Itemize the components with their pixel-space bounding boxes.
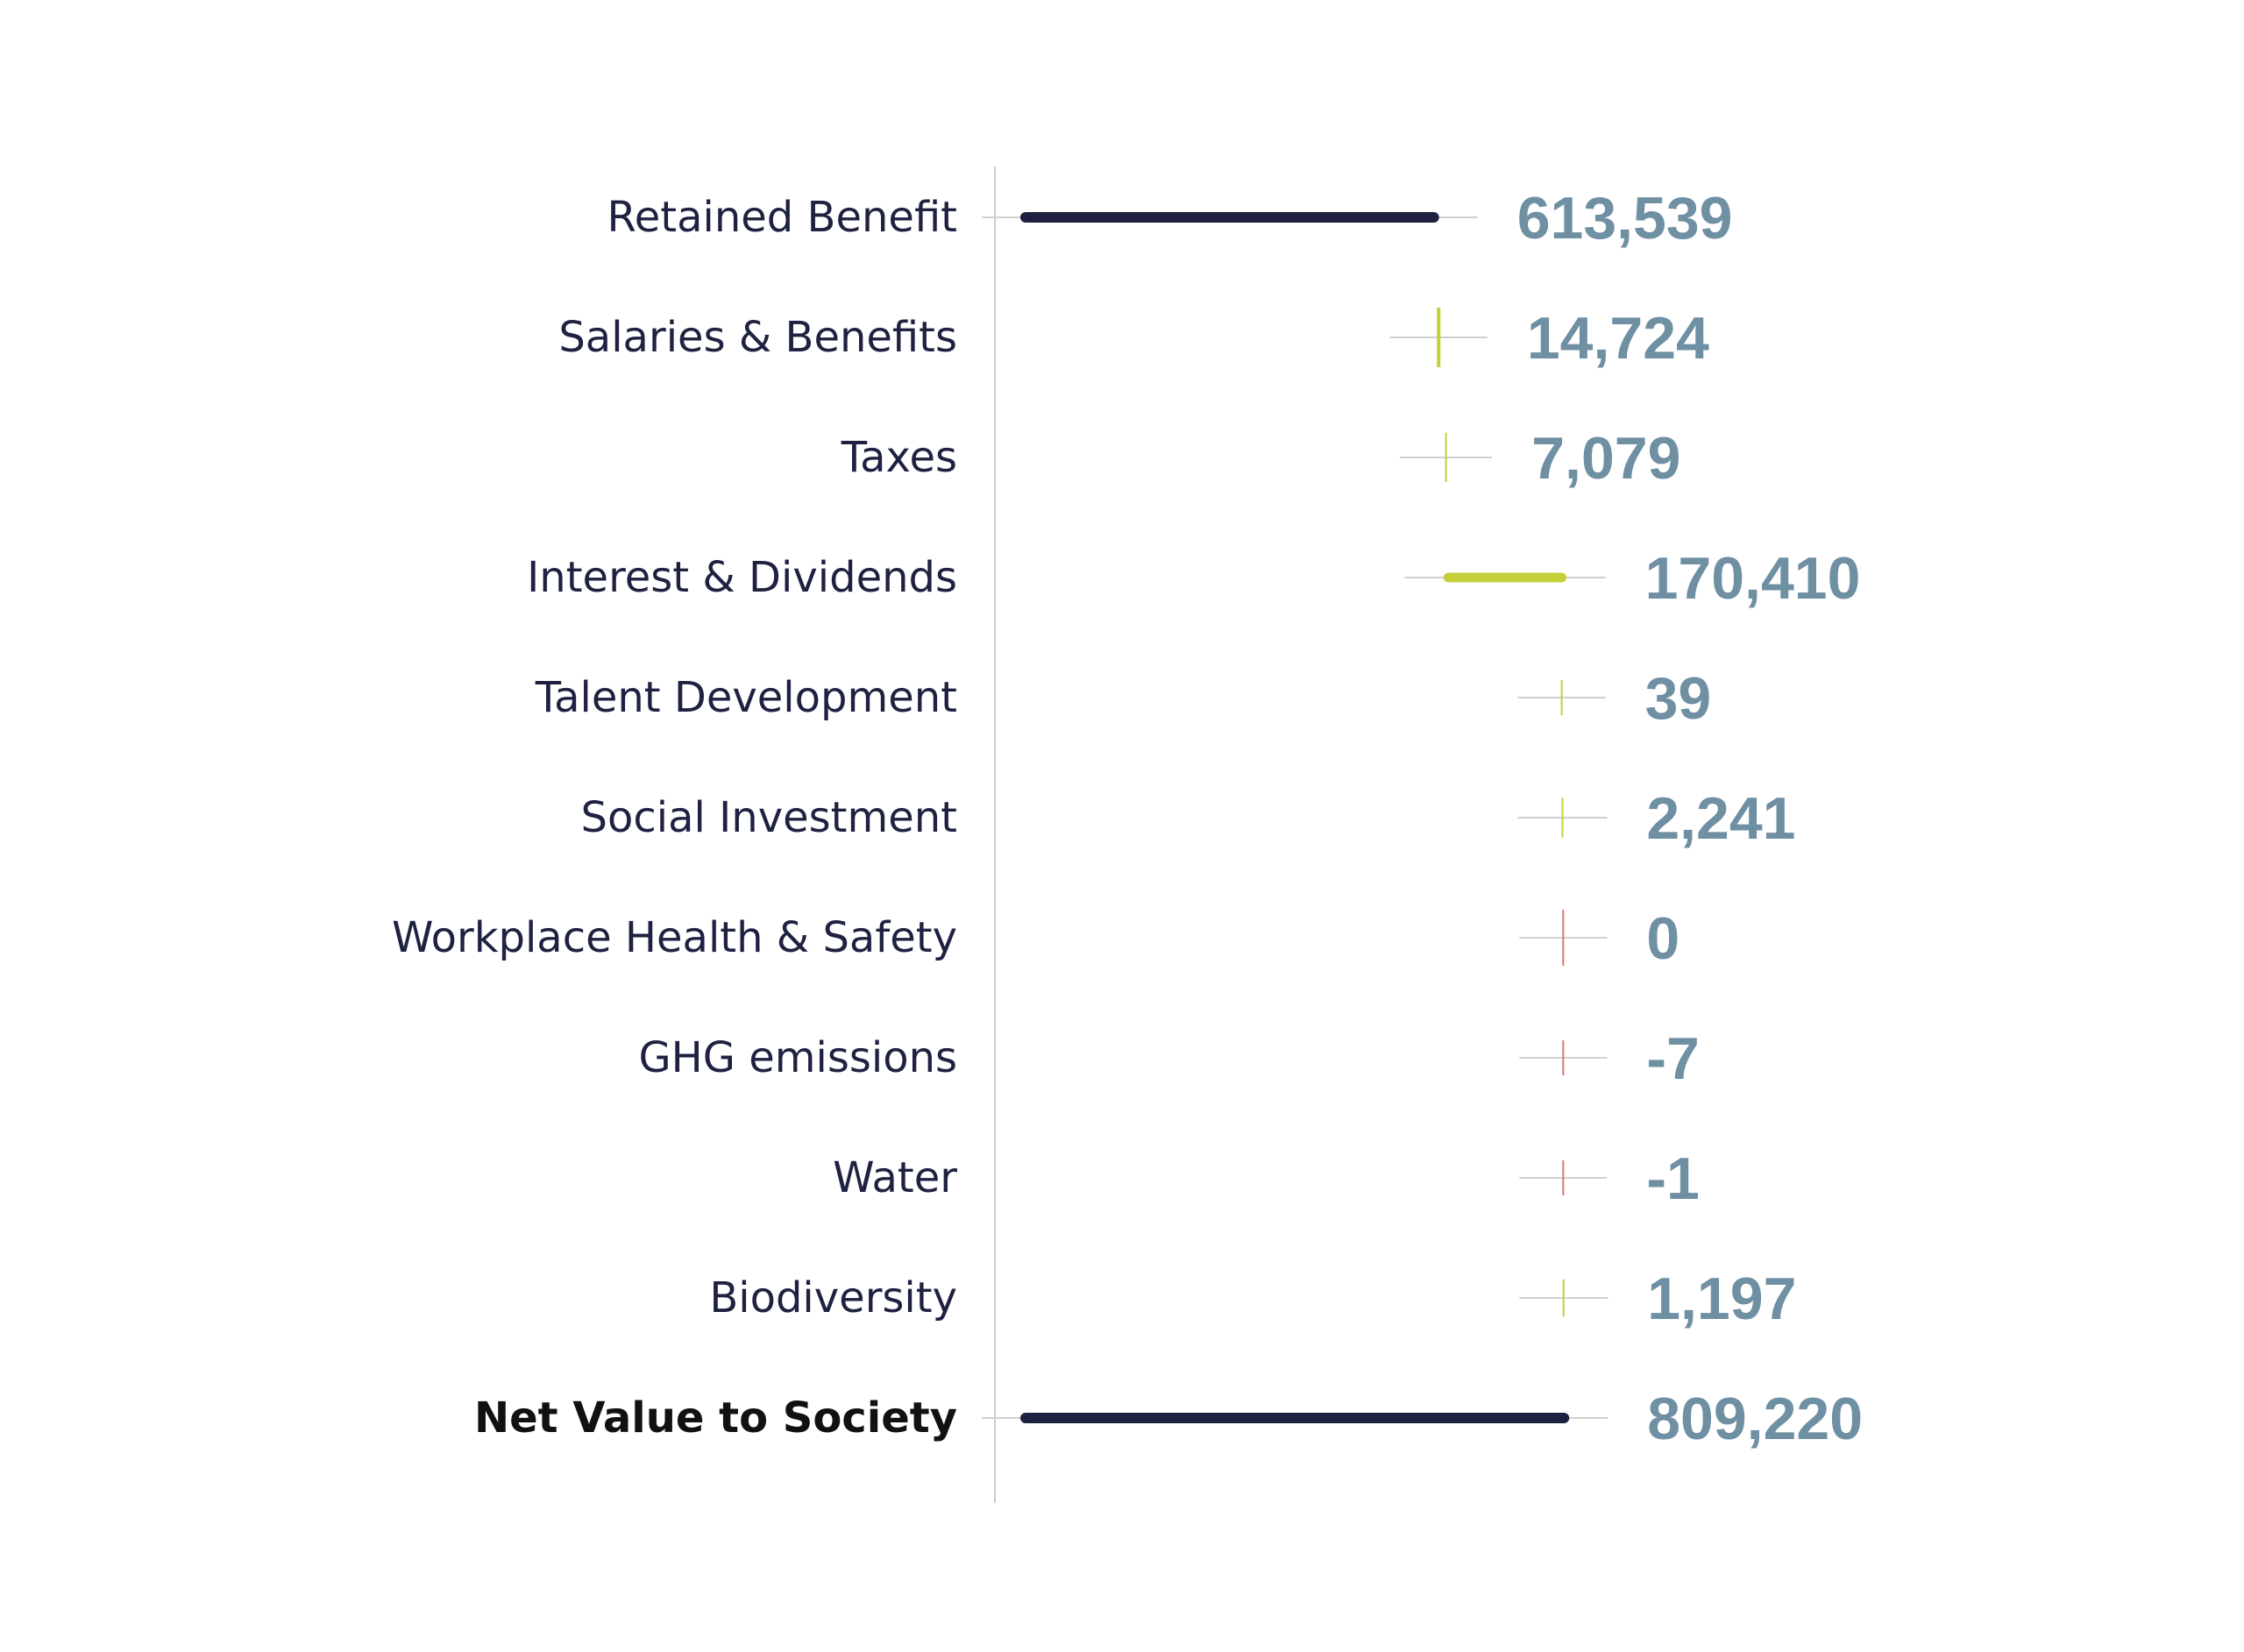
value-label-taxes: 7,079: [1531, 425, 1680, 492]
value-label-retained-benefit: 613,539: [1517, 185, 1733, 252]
category-label-ghg-emissions: GHG emissions: [638, 1033, 957, 1082]
category-label-biodiversity: Biodiversity: [709, 1273, 957, 1322]
value-labels: 613,539 14,724 7,079 170,410 39 2,241 0 -7 -1 1,1…: [1517, 185, 1863, 1452]
category-labels: Retained Benefit Salaries & Benefits Taxes…: [392, 193, 957, 1443]
value-label-workplace-health-and-safety: 0: [1646, 905, 1679, 972]
value-label-talent-development: 39: [1645, 665, 1712, 732]
category-label-water: Water: [833, 1153, 957, 1202]
chart-marks: [982, 212, 1608, 1423]
value-label-water: -1: [1646, 1145, 1699, 1212]
value-label-net-value-to-society: 809,220: [1647, 1386, 1863, 1452]
category-label-workplace-health-and-safety: Workplace Health & Safety: [392, 913, 957, 962]
value-label-interest-and-dividends: 170,410: [1645, 545, 1861, 612]
category-label-retained-benefit: Retained Benefit: [607, 193, 957, 242]
value-label-biodiversity: 1,197: [1647, 1266, 1796, 1332]
value-label-salaries-and-benefits: 14,724: [1527, 305, 1709, 372]
category-label-interest-and-dividends: Interest & Dividends: [527, 553, 957, 602]
category-label-social-investment: Social Investment: [581, 793, 957, 842]
value-label-social-investment: 2,241: [1646, 785, 1795, 852]
category-label-salaries-and-benefits: Salaries & Benefits: [558, 313, 957, 362]
category-label-talent-development: Talent Development: [535, 673, 957, 722]
category-label-net-value-to-society: Net Value to Society: [474, 1393, 957, 1443]
category-label-taxes: Taxes: [841, 433, 957, 482]
value-label-ghg-emissions: -7: [1646, 1025, 1699, 1092]
